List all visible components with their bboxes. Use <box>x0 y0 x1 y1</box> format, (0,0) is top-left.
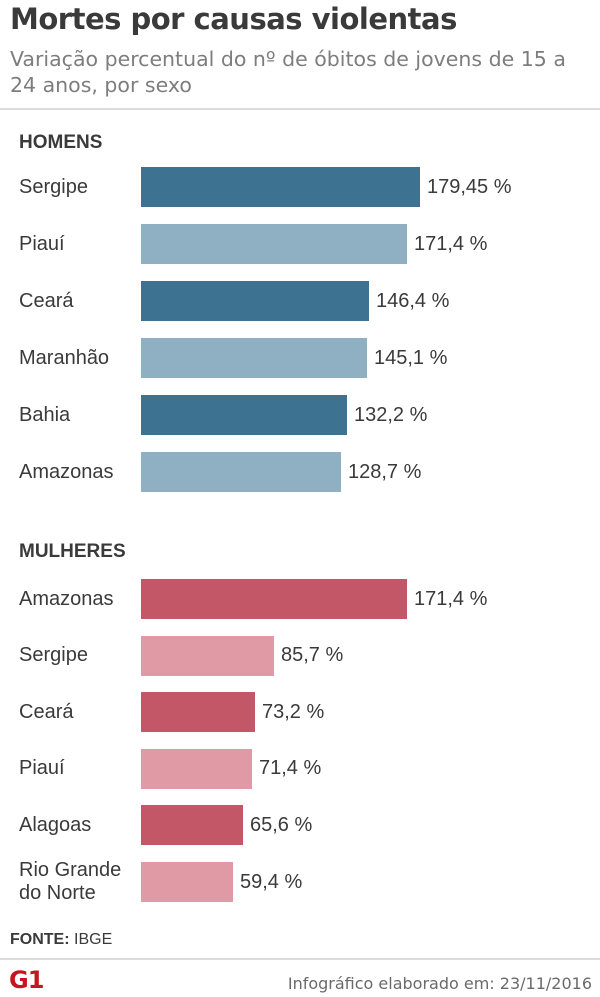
value-label: 85,7 % <box>281 644 344 667</box>
source-value: IBGE <box>74 931 113 948</box>
section-label-homens: HOMENS <box>19 132 103 153</box>
bar <box>141 281 369 321</box>
chart-title: Mortes por causas violentas <box>10 2 457 36</box>
value-label: 71,4 % <box>259 757 322 780</box>
value-label: 171,4 % <box>414 587 488 610</box>
category-label: Sergipe <box>19 175 88 198</box>
bar-row: Alagoas 65,6 % <box>0 805 600 846</box>
category-label: Amazonas <box>19 460 114 483</box>
bar-row: Bahia 132,2 % <box>0 395 600 435</box>
value-label: 59,4 % <box>240 870 303 893</box>
category-label: Rio Grande do Norte <box>19 859 122 904</box>
top-divider <box>0 108 600 110</box>
bar <box>141 395 347 435</box>
chart-subtitle: Variação percentual do nº de óbitos de j… <box>10 47 566 97</box>
credit-line: Infográfico elaborado em: 23/11/2016 <box>287 974 592 993</box>
bar-row: Sergipe 85,7 % <box>0 635 600 676</box>
category-label: Ceará <box>19 289 74 312</box>
source-label: FONTE: <box>10 931 70 948</box>
category-label: Sergipe <box>19 644 88 667</box>
value-label: 73,2 % <box>262 700 325 723</box>
bottom-divider <box>0 958 600 960</box>
bar-row: Amazonas 171,4 % <box>0 579 600 619</box>
value-label: 171,4 % <box>414 232 488 255</box>
category-label: Ceará <box>19 700 74 723</box>
bar <box>141 452 341 492</box>
bar-row: Maranhão 145,1 % <box>0 338 600 378</box>
bar-row: Ceará 146,4 % <box>0 281 600 321</box>
bar <box>141 635 274 676</box>
bar <box>141 338 367 378</box>
category-label: Alagoas <box>19 813 92 836</box>
bar <box>141 579 407 619</box>
category-label: Bahia <box>19 403 71 426</box>
g1-logo: G1 <box>9 966 44 994</box>
category-label: Piauí <box>19 232 65 255</box>
value-label: 65,6 % <box>250 813 313 836</box>
bar <box>141 748 252 789</box>
value-label: 128,7 % <box>348 460 422 483</box>
category-label: Piauí <box>19 757 65 780</box>
bar <box>141 167 420 207</box>
bar-row: Piauí 71,4 % <box>0 748 600 789</box>
bar-row: Ceará 73,2 % <box>0 692 600 733</box>
value-label: 145,1 % <box>374 346 448 369</box>
bar-row: Piauí 171,4 % <box>0 224 600 264</box>
category-label: Maranhão <box>19 346 110 369</box>
bar-row: Amazonas 128,7 % <box>0 452 600 492</box>
value-label: 132,2 % <box>354 403 428 426</box>
bar <box>141 224 407 264</box>
value-label: 146,4 % <box>376 289 450 312</box>
source-line: FONTE: IBGE <box>10 931 112 949</box>
value-label: 179,45 % <box>427 175 512 198</box>
category-label: Amazonas <box>19 587 114 610</box>
bar <box>141 805 243 846</box>
section-label-mulheres: MULHERES <box>19 541 126 562</box>
bar-row: Sergipe 179,45 % <box>0 167 600 207</box>
bar-row: Rio Grande do Norte 59,4 % <box>0 859 600 904</box>
bar <box>141 862 233 902</box>
bar <box>141 692 255 733</box>
